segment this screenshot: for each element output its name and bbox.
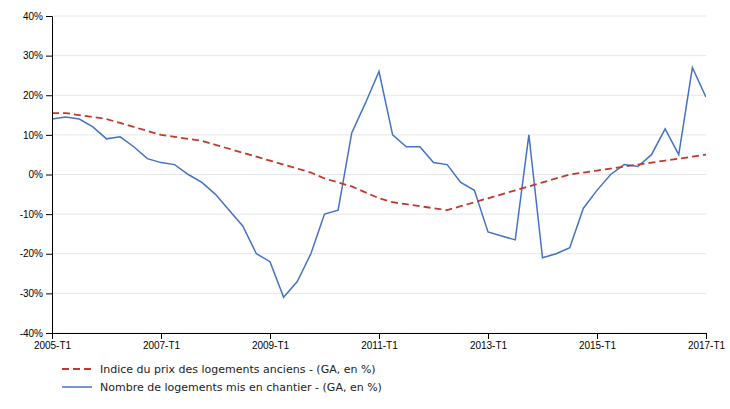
x-tick: 2011-T1 (361, 333, 398, 351)
x-tick: 2005-T1 (34, 333, 72, 351)
x-tick: 2017-T1 (688, 333, 726, 351)
y-tick-label: 20% (23, 90, 43, 101)
y-tick: -40% (20, 328, 52, 339)
legend-swatch (62, 368, 92, 370)
y-tick-label: 10% (23, 130, 43, 141)
y-tick: 10% (23, 130, 52, 141)
y-tick-mark (46, 175, 52, 176)
x-tick-mark (597, 333, 598, 339)
y-tick-label: 40% (23, 11, 43, 22)
x-tick-mark (52, 333, 53, 339)
x-tick-mark (270, 333, 271, 339)
y-tick: 0% (29, 169, 52, 180)
grid-line (52, 293, 706, 294)
y-axis: -40% -30% -20% -10% 0% 10% 20% 30% 40% (20, 11, 53, 339)
grid-line (52, 174, 706, 175)
y-tick-label: 30% (23, 50, 43, 61)
x-tick-label: 2013-T1 (470, 340, 508, 351)
y-tick-mark (46, 95, 52, 96)
legend-item: Indice du prix des logements anciens - (… (62, 363, 376, 376)
grid-line (52, 16, 706, 17)
y-tick: -20% (20, 248, 52, 259)
y-tick-label: -40% (20, 328, 43, 339)
legend-item: Nombre de logements mis en chantier - (G… (62, 381, 382, 394)
grid (52, 16, 706, 333)
x-tick: 2009-T1 (252, 333, 290, 351)
y-tick-mark (46, 56, 52, 57)
y-tick: -10% (20, 209, 52, 220)
x-tick-label: 2005-T1 (34, 340, 72, 351)
y-axis-line (46, 17, 53, 334)
grid-line (52, 214, 706, 215)
series-line (52, 68, 706, 298)
y-tick-label: -10% (20, 209, 43, 220)
x-tick-label: 2007-T1 (143, 340, 181, 351)
x-tick-label: 2011-T1 (361, 340, 398, 351)
x-tick-mark (379, 333, 380, 339)
y-tick: 20% (23, 90, 52, 101)
x-axis-line (53, 334, 707, 340)
y-tick: 30% (23, 50, 52, 61)
x-tick: 2013-T1 (470, 333, 508, 351)
y-tick: 40% (23, 11, 52, 22)
x-tick-label: 2017-T1 (688, 340, 726, 351)
grid-line (52, 253, 706, 254)
x-tick-label: 2009-T1 (252, 340, 290, 351)
y-tick-mark (46, 254, 52, 255)
y-tick-mark (46, 16, 52, 17)
lines (52, 68, 706, 298)
x-tick: 2007-T1 (143, 333, 181, 351)
grid-line (52, 134, 706, 135)
x-tick: 2015-T1 (579, 333, 617, 351)
grid-line (52, 95, 706, 96)
legend-label: Indice du prix des logements anciens - (… (100, 363, 376, 376)
y-tick-label: -20% (20, 248, 43, 259)
y-tick-mark (46, 214, 52, 215)
y-tick-mark (46, 293, 52, 294)
x-tick-mark (488, 333, 489, 339)
chart: -40%-30%-20%-10%0%10%20%30%40%2005-T1200… (0, 0, 730, 409)
legend-label: Nombre de logements mis en chantier - (G… (100, 381, 382, 394)
y-tick-mark (46, 135, 52, 136)
series-line (52, 113, 706, 210)
y-tick-mark (46, 333, 52, 334)
y-tick: -30% (20, 288, 52, 299)
grid-line (52, 55, 706, 56)
x-tick-mark (161, 333, 162, 339)
y-tick-label: 0% (29, 169, 44, 180)
x-axis: 2005-T1 2007-T1 2009-T1 2011-T1 2013-T1 2015-… (34, 333, 726, 351)
x-tick-label: 2015-T1 (579, 340, 617, 351)
legend: Indice du prix des logements anciens - (… (62, 363, 382, 394)
plot: -40%-30%-20%-10%0%10%20%30%40%2005-T1200… (20, 11, 726, 351)
x-tick-mark (706, 333, 707, 339)
legend-swatch (62, 386, 92, 388)
y-tick-label: -30% (20, 288, 43, 299)
